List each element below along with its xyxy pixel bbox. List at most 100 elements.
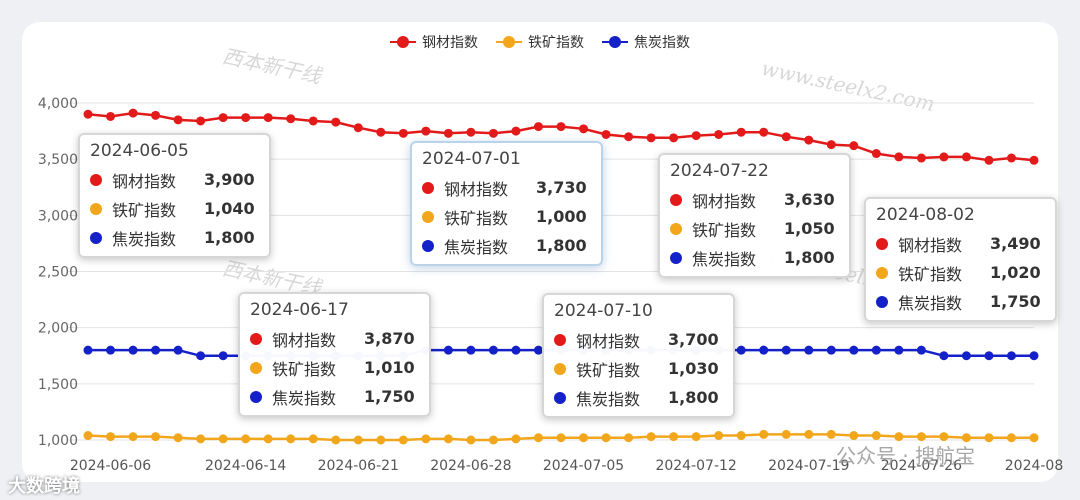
series-dot-icon bbox=[90, 173, 102, 186]
tooltip-row: 铁矿指数 1,050 bbox=[670, 214, 835, 243]
tooltip-row: 焦炭指数 1,800 bbox=[422, 231, 587, 260]
tooltip-date: 2024-06-17 bbox=[250, 300, 349, 320]
x-tick-label: 2024-07-12 bbox=[655, 458, 736, 474]
series-dot-icon bbox=[90, 231, 102, 244]
tooltip-value: 1,040 bbox=[204, 199, 255, 218]
tooltip-series-name: 钢材指数 bbox=[112, 171, 177, 191]
tooltip-row: 钢材指数 3,700 bbox=[554, 325, 719, 354]
data-point bbox=[759, 429, 769, 439]
legend-item[interactable]: 铁矿指数 bbox=[496, 32, 584, 52]
data-point bbox=[894, 432, 904, 442]
tooltip-row: 铁矿指数 1,020 bbox=[876, 258, 1041, 287]
data-point bbox=[894, 345, 904, 355]
tooltip-value: 3,730 bbox=[536, 178, 587, 197]
data-point bbox=[173, 115, 183, 125]
data-point bbox=[939, 432, 949, 442]
data-point bbox=[939, 351, 949, 361]
x-tick-label: 2024-07-26 bbox=[881, 458, 962, 474]
data-point bbox=[691, 131, 701, 141]
data-point bbox=[849, 345, 859, 355]
tooltip-row: 焦炭指数 1,750 bbox=[250, 382, 415, 411]
series-dot-icon bbox=[554, 362, 566, 375]
data-point bbox=[736, 345, 746, 355]
y-tick-label: 2,000 bbox=[38, 321, 78, 337]
data-point bbox=[984, 155, 994, 165]
data-point bbox=[759, 345, 769, 355]
data-point bbox=[781, 429, 791, 439]
tooltip-value: 1,020 bbox=[990, 263, 1041, 282]
data-point bbox=[781, 132, 791, 142]
data-point bbox=[488, 345, 498, 355]
data-point bbox=[511, 345, 521, 355]
data-point bbox=[151, 110, 161, 120]
data-point bbox=[961, 152, 971, 162]
data-point bbox=[624, 433, 634, 443]
corner-watermark: 大数跨境 bbox=[8, 476, 80, 497]
data-point bbox=[669, 432, 679, 442]
tooltip-series-name: 钢材指数 bbox=[576, 331, 641, 351]
x-tick-label: 2024-07-19 bbox=[768, 458, 849, 474]
data-point bbox=[173, 433, 183, 443]
data-point bbox=[173, 345, 183, 355]
tooltip-series-name: 铁矿指数 bbox=[444, 208, 509, 228]
tooltip-row: 钢材指数 3,870 bbox=[250, 324, 415, 353]
data-point bbox=[556, 122, 566, 132]
data-point bbox=[196, 116, 206, 126]
tooltip-series-name: 焦炭指数 bbox=[576, 389, 641, 409]
data-point bbox=[241, 113, 251, 123]
tooltip-value: 1,800 bbox=[668, 388, 719, 407]
chart-legend: 钢材指数 铁矿指数 焦炭指数 bbox=[0, 32, 1080, 52]
tooltip-series-name: 铁矿指数 bbox=[898, 264, 963, 284]
tooltip-row: 钢材指数 3,490 bbox=[876, 229, 1041, 258]
y-tick-label: 3,500 bbox=[38, 152, 78, 168]
data-point bbox=[871, 345, 881, 355]
data-point bbox=[849, 141, 859, 151]
tooltip-series-name: 钢材指数 bbox=[692, 191, 757, 211]
tooltip-row: 铁矿指数 1,040 bbox=[90, 194, 255, 223]
data-point bbox=[421, 126, 431, 136]
data-point bbox=[804, 135, 814, 145]
data-point bbox=[466, 127, 476, 137]
data-point bbox=[466, 345, 476, 355]
tooltip-value: 1,800 bbox=[784, 248, 835, 267]
series-dot-icon bbox=[422, 181, 434, 194]
data-point bbox=[308, 116, 318, 126]
y-tick-label: 1,000 bbox=[38, 433, 78, 449]
data-point bbox=[533, 122, 543, 132]
tooltip-date: 2024-08-02 bbox=[876, 205, 975, 225]
series-dot-icon bbox=[250, 390, 262, 403]
data-point bbox=[624, 132, 634, 142]
tooltip-row: 焦炭指数 1,800 bbox=[554, 383, 719, 412]
tooltip-series-name: 焦炭指数 bbox=[444, 237, 509, 257]
data-point bbox=[1006, 351, 1016, 361]
data-point bbox=[308, 434, 318, 444]
data-point bbox=[826, 345, 836, 355]
data-point bbox=[466, 435, 476, 445]
data-point bbox=[533, 433, 543, 443]
series-dot-icon bbox=[670, 251, 682, 264]
data-point bbox=[263, 113, 273, 123]
tooltip-row: 铁矿指数 1,000 bbox=[422, 202, 587, 231]
data-point bbox=[1029, 433, 1039, 443]
series-dot-icon bbox=[876, 295, 888, 308]
data-point bbox=[443, 434, 453, 444]
tooltip-value: 3,630 bbox=[784, 190, 835, 209]
data-point bbox=[826, 429, 836, 439]
data-point bbox=[511, 434, 521, 444]
series-dot-icon bbox=[670, 193, 682, 206]
tooltip-date: 2024-07-10 bbox=[554, 301, 653, 321]
tooltip-row: 铁矿指数 1,030 bbox=[554, 354, 719, 383]
tooltip-box: 2024-06-17 钢材指数 3,870 铁矿指数 1,010 焦炭指数 1,750 bbox=[238, 292, 431, 417]
legend-item[interactable]: 钢材指数 bbox=[390, 32, 478, 52]
data-point bbox=[714, 431, 724, 441]
legend-item[interactable]: 焦炭指数 bbox=[602, 32, 690, 52]
tooltip-box: 2024-07-10 钢材指数 3,700 铁矿指数 1,030 焦炭指数 1,800 bbox=[542, 293, 735, 418]
legend-label: 焦炭指数 bbox=[634, 35, 690, 51]
data-point bbox=[1006, 153, 1016, 163]
data-point bbox=[196, 351, 206, 361]
legend-marker-icon bbox=[496, 36, 522, 48]
data-point bbox=[871, 149, 881, 159]
x-tick-label: 2024-07-05 bbox=[543, 458, 624, 474]
data-point bbox=[601, 433, 611, 443]
x-tick-label: 2024-06-14 bbox=[205, 458, 286, 474]
